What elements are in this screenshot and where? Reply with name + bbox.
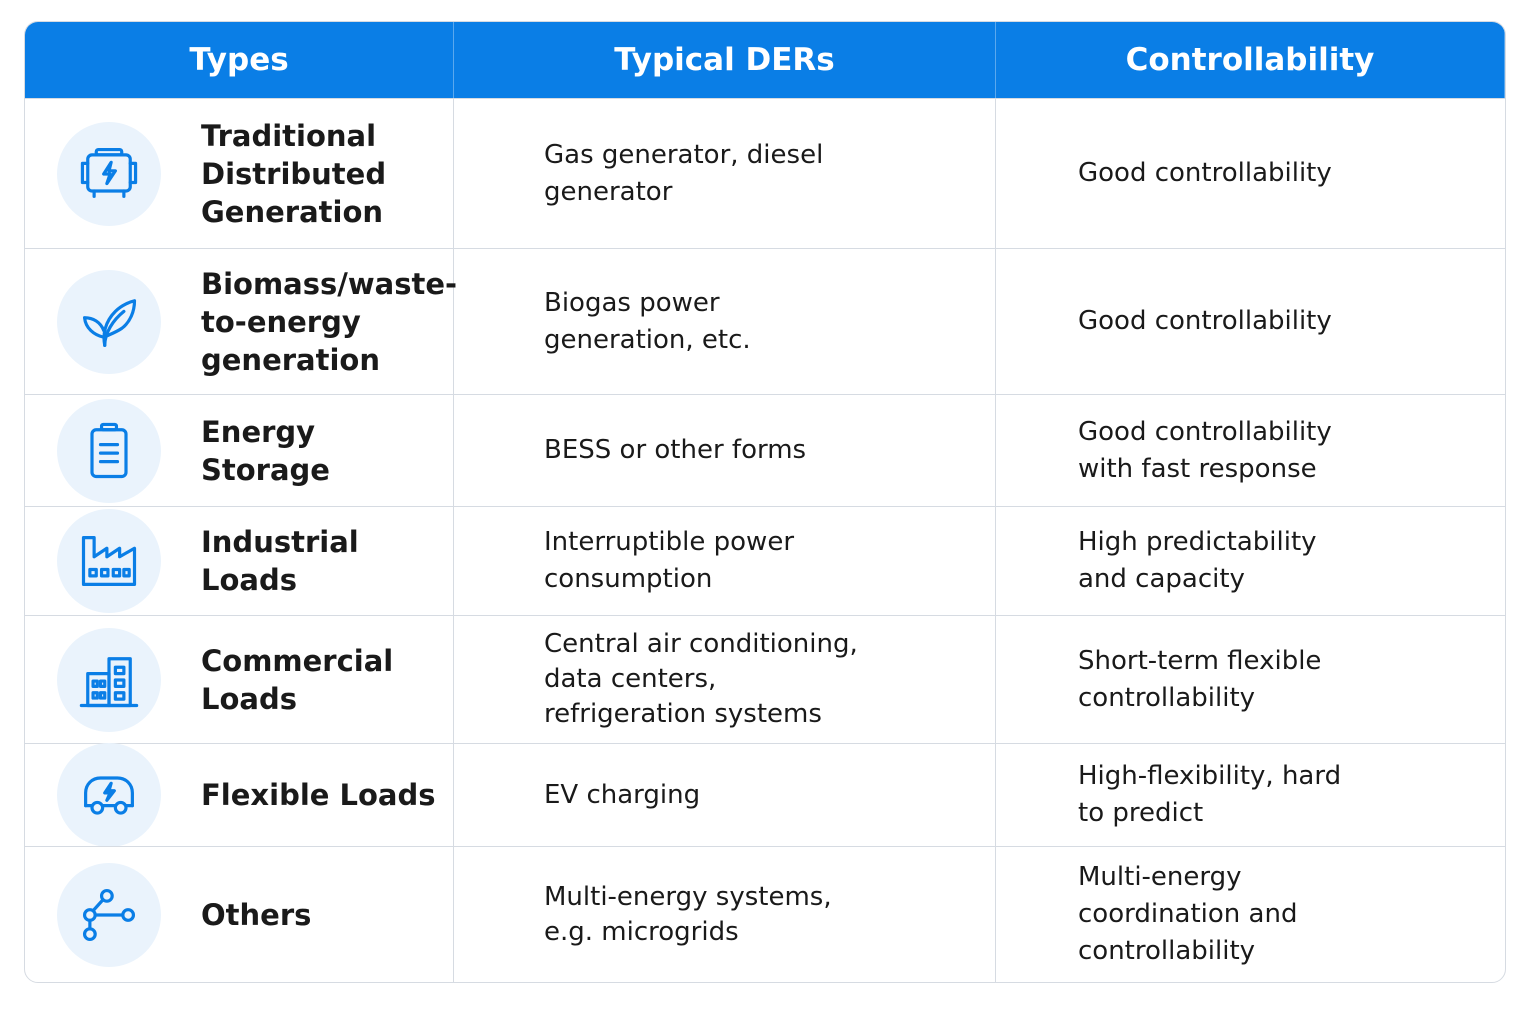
header-types: Types <box>25 22 454 98</box>
control-text: Good controllability with fast response <box>1078 416 1332 484</box>
building-icon <box>57 627 161 732</box>
der-table-grid: Types Typical DERs Controllability Tradi… <box>25 22 1505 982</box>
ders-text: Interruptible power consumption <box>544 527 795 594</box>
table-row-control-cell: Good controllability with fast response <box>996 394 1505 506</box>
header-typical-ders: Typical DERs <box>454 22 996 98</box>
table-row-ders-cell: EV charging <box>454 743 996 846</box>
ders-text: BESS or other forms <box>544 435 807 465</box>
table-row-type-cell: Others <box>25 846 454 982</box>
control-text: High predictability and capacity <box>1078 527 1317 594</box>
type-label: Industrial Loads <box>201 525 359 597</box>
control-text: Multi-energy coordination and controllab… <box>1078 862 1298 966</box>
table-row-ders-cell: BESS or other forms <box>454 394 996 506</box>
table-row-control-cell: Good controllability <box>996 248 1505 394</box>
type-label: Biomass/waste- to-energy generation <box>201 266 458 377</box>
table-row-type-cell: Industrial Loads <box>25 506 454 615</box>
table-row-control-cell: High-flexibility, hard to predict <box>996 743 1505 846</box>
factory-icon <box>57 509 161 613</box>
der-table: Types Typical DERs Controllability Tradi… <box>24 21 1506 983</box>
table-row-control-cell: High predictability and capacity <box>996 506 1505 615</box>
table-row-ders-cell: Interruptible power consumption <box>454 506 996 615</box>
table-row-control-cell: Good controllability <box>996 98 1505 248</box>
table-row-type-cell: Commercial Loads <box>25 615 454 743</box>
table-row-ders-cell: Gas generator, diesel generator <box>454 98 996 248</box>
header-controllability: Controllability <box>996 22 1505 98</box>
ders-text: Biogas power generation, etc. <box>544 287 751 355</box>
table-row-type-cell: Traditional Distributed Generation <box>25 98 454 248</box>
type-label: Traditional Distributed Generation <box>201 118 387 229</box>
ders-text: Gas generator, diesel generator <box>544 139 824 207</box>
table-row-type-cell: Flexible Loads <box>25 743 454 847</box>
table-row-control-cell: Short-term flexible controllability <box>996 615 1505 743</box>
table-row-ders-cell: Central air conditioning, data centers, … <box>454 615 996 743</box>
table-row-type-cell: Energy Storage <box>25 394 454 506</box>
type-label: Others <box>201 897 312 932</box>
table-row-ders-cell: Multi-energy systems, e.g. microgrids <box>454 846 996 982</box>
network-nodes-icon <box>57 862 161 967</box>
type-label: Flexible Loads <box>201 778 436 812</box>
ders-text: Central air conditioning, data centers, … <box>544 629 858 729</box>
ders-text: EV charging <box>544 779 701 810</box>
table-row-ders-cell: Biogas power generation, etc. <box>454 248 996 394</box>
battery-icon <box>57 398 161 503</box>
generator-icon <box>57 121 161 226</box>
table-row-type-cell: Biomass/waste- to-energy generation <box>25 248 458 394</box>
control-text: Good controllability <box>1078 306 1332 336</box>
leaf-icon <box>57 269 161 374</box>
control-text: High-flexibility, hard to predict <box>1078 761 1342 828</box>
ders-text: Multi-energy systems, e.g. microgrids <box>544 881 832 947</box>
table-row-control-cell: Multi-energy coordination and controllab… <box>996 846 1505 982</box>
control-text: Good controllability <box>1078 158 1332 188</box>
control-text: Short-term flexible controllability <box>1078 645 1322 713</box>
electric-car-icon <box>57 743 161 847</box>
type-label: Energy Storage <box>201 414 330 487</box>
type-label: Commercial Loads <box>201 643 394 716</box>
